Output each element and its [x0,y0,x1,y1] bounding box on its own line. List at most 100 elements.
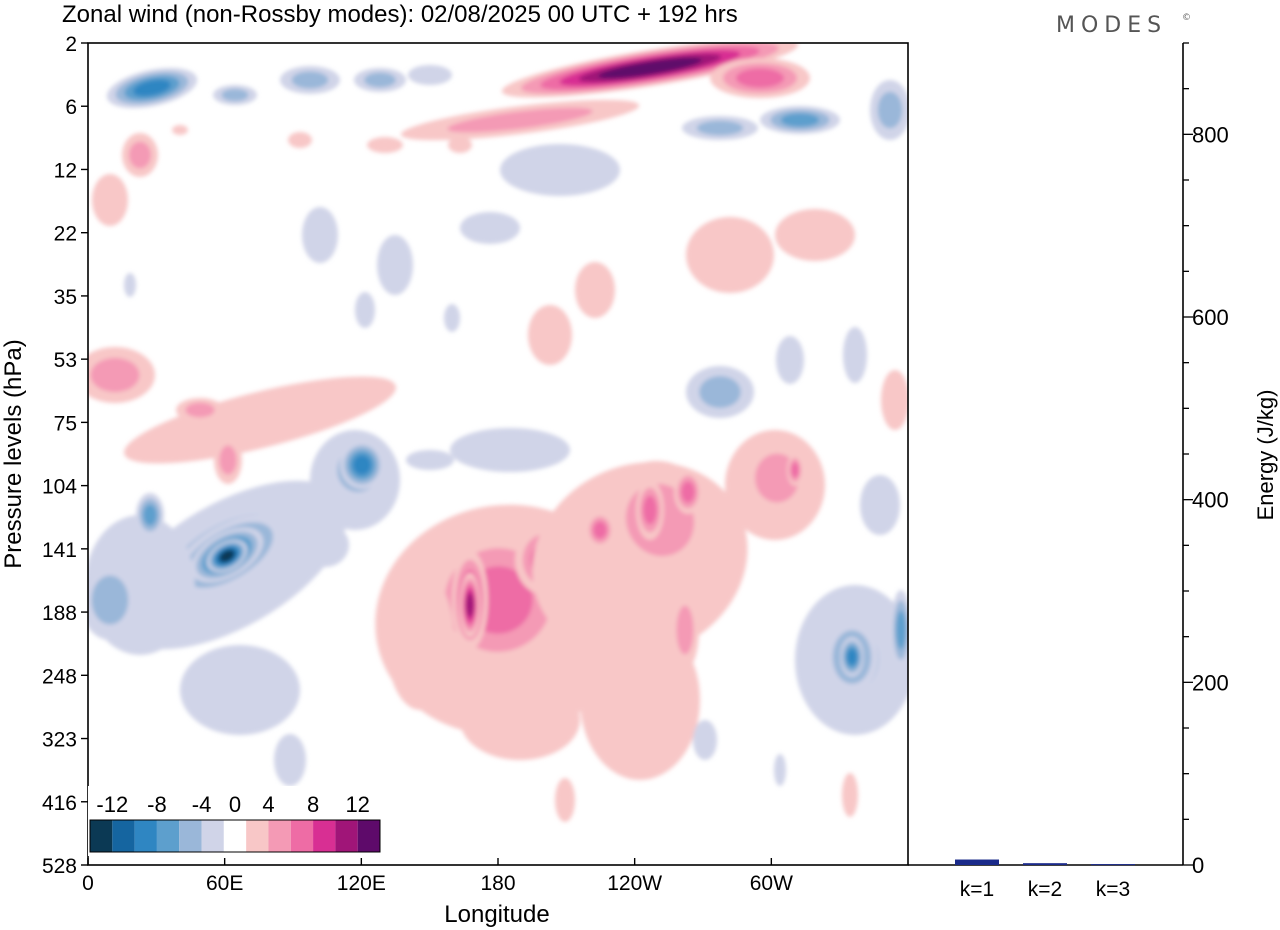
easterly-contour [774,754,786,786]
easterly-contour [696,120,744,136]
westerly-contour [288,132,312,148]
easterly-contour [776,336,804,384]
longitude-axis: 0 60E 120E 180 120W 60W [82,858,793,895]
contour-layer [88,43,908,822]
energy-tick-label: 400 [1192,488,1229,513]
westerly-contour [528,305,572,365]
westerly-contour [466,592,474,618]
easterly-contour [896,610,906,650]
y-axis-label: Pressure levels (hPa) [0,339,27,568]
colorbar-swatch [335,820,358,852]
easterly-contour [124,273,136,297]
colorbar-label: 0 [229,792,241,817]
y-tick-label: 416 [42,792,77,815]
energy-axis: 0 200 400 600 800 [1183,42,1229,878]
easterly-contour [355,292,375,328]
westerly-contour [129,141,151,169]
easterly-contour [780,113,820,127]
x-tick-label: 60E [206,872,243,895]
westerly-contour [460,680,580,760]
easterly-contour [143,504,157,526]
easterly-contour [444,304,460,332]
colorbar: -12 -8 -4 0 4 8 12 [88,786,382,856]
y-tick-label: 6 [65,96,77,119]
westerly-contour [791,462,799,478]
y-tick-label: 528 [42,855,77,878]
colorbar-label: 8 [307,792,319,817]
energy-bar-label: k=3 [1096,878,1130,901]
colorbar-label: -4 [192,792,212,817]
easterly-contour [219,550,235,562]
energy-bar [955,859,999,865]
easterly-contour [221,88,249,102]
easterly-contour [847,648,857,666]
colorbar-swatch [179,820,202,852]
colorbar-label: 12 [345,792,369,817]
westerly-contour [643,495,657,525]
colorbar-swatch [156,820,180,852]
y-tick-label: 188 [42,602,77,625]
easterly-contour [408,65,452,85]
colorbar-swatch [112,820,135,852]
energy-tick-label: 800 [1192,122,1229,147]
westerly-contour [172,125,188,135]
easterly-contour [352,455,372,475]
x-tick-label: 0 [82,872,94,895]
easterly-contour [301,523,349,567]
easterly-contour [377,235,413,295]
easterly-contour [133,79,171,97]
energy-bars: k=1 k=2 k=3 [955,859,1135,901]
colorbar-swatch [268,820,291,852]
westerly-contour [367,137,403,153]
easterly-contour [693,720,717,760]
westerly-contour [593,521,607,539]
energy-tick-label: 200 [1192,670,1229,695]
easterly-contour [460,212,520,244]
colorbar-swatch [246,820,269,852]
y-tick-label: 12 [54,159,77,182]
westerly-contour [580,620,700,780]
westerly-contour [386,570,454,710]
colorbar-swatch [134,820,157,852]
easterly-contour [302,207,338,263]
westerly-contour [92,174,128,226]
y-tick-label: 104 [42,476,77,499]
x-tick-label: 120E [337,872,386,895]
hovmoller-heatmap [88,43,908,865]
easterly-contour [699,376,741,408]
easterly-contour [291,71,329,89]
y-tick-label: 2 [65,33,77,56]
brand-mark: © [1182,13,1197,23]
easterly-contour [180,645,300,735]
energy-axis-label: Energy (J/kg) [1253,390,1278,521]
brand-logo: MODES [1056,13,1167,38]
colorbar-swatch [357,820,380,852]
chart-title: Zonal wind (non-Rossby modes): 02/08/202… [62,1,738,28]
colorbar-swatch [90,820,113,852]
x-tick-label: 120W [607,872,662,895]
colorbar-label: -12 [96,792,128,817]
easterly-contour [364,72,396,88]
westerly-contour [775,209,855,261]
westerly-contour [219,445,237,475]
westerly-contour [555,778,575,822]
easterly-contour [500,144,620,196]
easterly-contour [406,450,454,470]
y-tick-label: 323 [42,729,77,752]
y-tick-label: 53 [54,349,77,372]
westerly-contour [676,605,694,655]
easterly-contour [860,475,900,535]
energy-bar [1023,863,1067,865]
colorbar-label: 4 [262,792,274,817]
westerly-contour [842,773,858,817]
y-tick-label: 22 [54,223,77,246]
y-tick-label: 35 [54,286,77,309]
x-axis-label: Longitude [444,901,549,928]
easterly-contour [450,428,570,472]
westerly-contour [448,137,472,153]
colorbar-swatch [201,820,224,852]
y-tick-label: 248 [42,665,77,688]
westerly-contour [123,376,397,464]
x-tick-label: 60W [750,872,793,895]
